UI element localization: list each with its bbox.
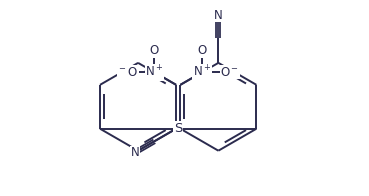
Text: S: S bbox=[174, 122, 182, 135]
Text: O: O bbox=[197, 44, 207, 57]
Text: N: N bbox=[214, 9, 223, 22]
Text: $^-$O: $^-$O bbox=[117, 66, 139, 79]
Text: N$^+$: N$^+$ bbox=[193, 65, 211, 80]
Text: O: O bbox=[150, 44, 159, 57]
Text: N$^+$: N$^+$ bbox=[145, 65, 163, 80]
Text: O$^-$: O$^-$ bbox=[220, 66, 239, 79]
Text: N: N bbox=[131, 146, 139, 159]
